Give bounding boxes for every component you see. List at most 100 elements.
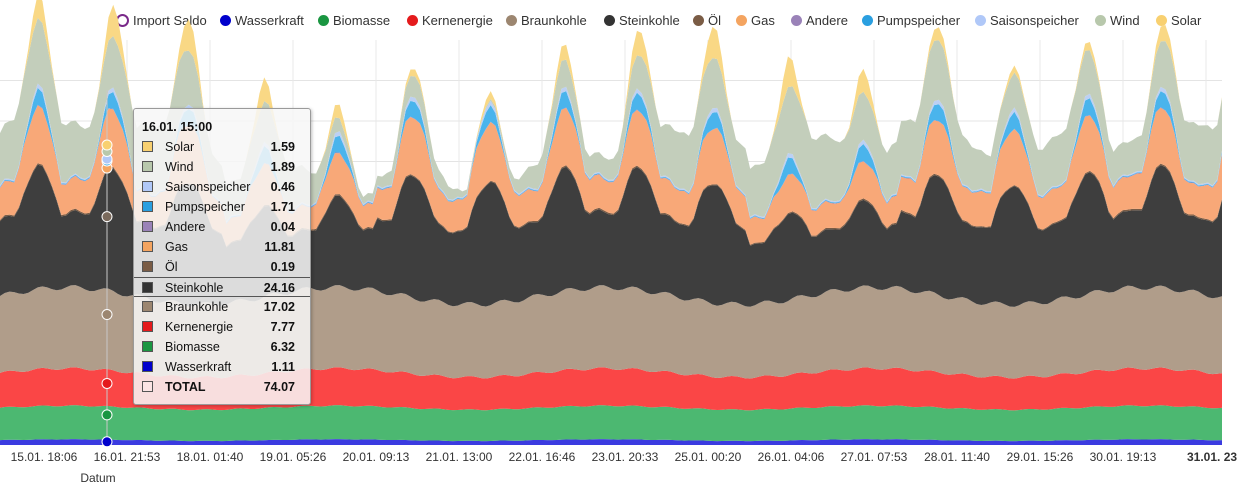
legend-item-saisonspeicher[interactable]: Saisonspeicher bbox=[975, 10, 1079, 30]
area-biomasse bbox=[0, 405, 1222, 442]
legend-label: Biomasse bbox=[333, 12, 391, 28]
legend-marker-icon bbox=[506, 14, 517, 26]
tooltip-series-name: Kernenergie bbox=[165, 320, 234, 334]
legend-label: Gas bbox=[751, 12, 775, 28]
x-tick-label: 21.01. 13:00 bbox=[426, 450, 493, 464]
tooltip-series-value: 0.46 bbox=[270, 180, 295, 194]
tooltip-row: Gas 11.81 bbox=[134, 237, 310, 257]
legend-item-wind[interactable]: Wind bbox=[1095, 10, 1140, 30]
tooltip-row: Steinkohle 24.16 bbox=[134, 277, 310, 297]
tooltip-swatch bbox=[142, 261, 153, 272]
legend-item--l[interactable]: Öl bbox=[693, 10, 721, 30]
tooltip-swatch bbox=[142, 341, 153, 352]
tooltip-series-name: TOTAL bbox=[165, 380, 206, 394]
legend-marker-icon bbox=[791, 14, 802, 26]
tooltip-series-value: 6.32 bbox=[270, 340, 295, 354]
legend-label: Wasserkraft bbox=[235, 12, 304, 28]
tooltip-series-value: 7.77 bbox=[270, 320, 295, 334]
legend-marker-icon bbox=[604, 14, 615, 26]
x-tick-label: 16.01. 21:53 bbox=[94, 450, 161, 464]
tooltip: 16.01. 15:00 Solar 1.59 Wind 1.89 Saisonspei… bbox=[133, 108, 311, 405]
x-tick-label: 23.01. 20:33 bbox=[592, 450, 659, 464]
tooltip-swatch bbox=[142, 201, 153, 212]
tooltip-series-name: Pumpspeicher bbox=[165, 200, 245, 214]
tooltip-series-value: 74.07 bbox=[263, 380, 295, 394]
legend-label: Braunkohle bbox=[521, 12, 587, 28]
tooltip-series-name: Steinkohle bbox=[165, 281, 224, 295]
tooltip-series-value: 1.59 bbox=[270, 140, 295, 154]
legend-label: Öl bbox=[708, 12, 721, 28]
tooltip-row: Braunkohle 17.02 bbox=[134, 297, 310, 317]
legend-item-steinkohle[interactable]: Steinkohle bbox=[604, 10, 680, 30]
hover-marker-steinkohle bbox=[101, 211, 113, 223]
tooltip-row: Andere 0.04 bbox=[134, 217, 310, 237]
legend-marker-icon bbox=[736, 14, 747, 26]
legend-marker-icon bbox=[220, 14, 231, 26]
hover-marker-biomasse bbox=[101, 409, 113, 421]
hover-marker-kernenergie bbox=[101, 377, 113, 389]
tooltip-series-name: Solar bbox=[165, 140, 195, 154]
tooltip-series-value: 17.02 bbox=[263, 300, 295, 314]
tooltip-series-name: Saisonspeicher bbox=[165, 180, 251, 194]
tooltip-series-value: 24.16 bbox=[263, 281, 295, 295]
tooltip-title: 16.01. 15:00 bbox=[142, 120, 213, 134]
x-tick-label: 29.01. 15:26 bbox=[1007, 450, 1074, 464]
legend-marker-icon bbox=[1156, 14, 1167, 26]
legend-item-braunkohle[interactable]: Braunkohle bbox=[506, 10, 587, 30]
legend: Import Saldo Wasserkraft Biomasse Kernenerg… bbox=[0, 10, 1245, 32]
legend-label: Pumpspeicher bbox=[877, 12, 961, 28]
tooltip-series-name: Andere bbox=[165, 220, 206, 234]
legend-marker-icon bbox=[407, 14, 418, 26]
legend-item-biomasse[interactable]: Biomasse bbox=[318, 10, 390, 30]
tooltip-series-value: 1.11 bbox=[271, 360, 295, 374]
tooltip-swatch bbox=[142, 241, 153, 252]
tooltip-series-value: 0.04 bbox=[270, 220, 295, 234]
x-tick-label: 31.01. 23 bbox=[1187, 450, 1237, 464]
tooltip-row: Pumpspeicher 1.71 bbox=[134, 197, 310, 217]
hover-marker-solar bbox=[101, 139, 113, 151]
legend-label: Solar bbox=[1171, 12, 1202, 28]
legend-item-solar[interactable]: Solar bbox=[1156, 10, 1201, 30]
legend-marker-icon bbox=[693, 14, 704, 26]
x-tick-label: 20.01. 09:13 bbox=[343, 450, 410, 464]
tooltip-row: Wasserkraft 1.11 bbox=[134, 357, 310, 377]
crosshair bbox=[101, 90, 113, 448]
legend-marker-icon bbox=[1095, 14, 1106, 26]
tooltip-swatch bbox=[142, 141, 153, 152]
tooltip-series-name: Wasserkraft bbox=[165, 360, 232, 374]
tooltip-swatch bbox=[142, 161, 153, 172]
tooltip-series-name: Biomasse bbox=[165, 340, 220, 354]
legend-label: Saisonspeicher bbox=[990, 12, 1079, 28]
tooltip-series-name: Öl bbox=[165, 260, 178, 274]
tooltip-swatch bbox=[142, 221, 153, 232]
x-axis-label: Datum bbox=[80, 471, 115, 485]
tooltip-series-value: 1.89 bbox=[270, 160, 295, 174]
hover-marker-braunkohle bbox=[101, 309, 113, 321]
x-tick-label: 25.01. 00:20 bbox=[675, 450, 742, 464]
legend-item-pumpspeicher[interactable]: Pumpspeicher bbox=[862, 10, 960, 30]
tooltip-swatch bbox=[142, 301, 153, 312]
legend-label: Wind bbox=[1110, 12, 1140, 28]
tooltip-series-value: 11.81 bbox=[264, 240, 295, 254]
legend-item-kernenergie[interactable]: Kernenergie bbox=[407, 10, 493, 30]
legend-label: Andere bbox=[806, 12, 848, 28]
tooltip-row: Biomasse 6.32 bbox=[134, 337, 310, 357]
tooltip-swatch bbox=[142, 381, 153, 392]
tooltip-row: TOTAL 74.07 bbox=[134, 377, 310, 397]
legend-item-wasserkraft[interactable]: Wasserkraft bbox=[220, 10, 304, 30]
x-tick-label: 18.01. 01:40 bbox=[177, 450, 244, 464]
x-tick-label: 26.01. 04:06 bbox=[758, 450, 825, 464]
legend-marker-icon bbox=[862, 14, 873, 26]
legend-marker-icon bbox=[975, 14, 986, 26]
x-tick-label: 15.01. 18:06 bbox=[11, 450, 78, 464]
tooltip-series-value: 1.71 bbox=[270, 200, 295, 214]
legend-item-andere[interactable]: Andere bbox=[791, 10, 848, 30]
x-tick-label: 30.01. 19:13 bbox=[1090, 450, 1157, 464]
tooltip-series-name: Braunkohle bbox=[165, 300, 229, 314]
tooltip-series-name: Gas bbox=[165, 240, 188, 254]
tooltip-row: Saisonspeicher 0.46 bbox=[134, 177, 310, 197]
tooltip-series-value: 0.19 bbox=[270, 260, 295, 274]
legend-item-gas[interactable]: Gas bbox=[736, 10, 775, 30]
x-tick-label: 27.01. 07:53 bbox=[841, 450, 908, 464]
tooltip-swatch bbox=[142, 282, 153, 293]
